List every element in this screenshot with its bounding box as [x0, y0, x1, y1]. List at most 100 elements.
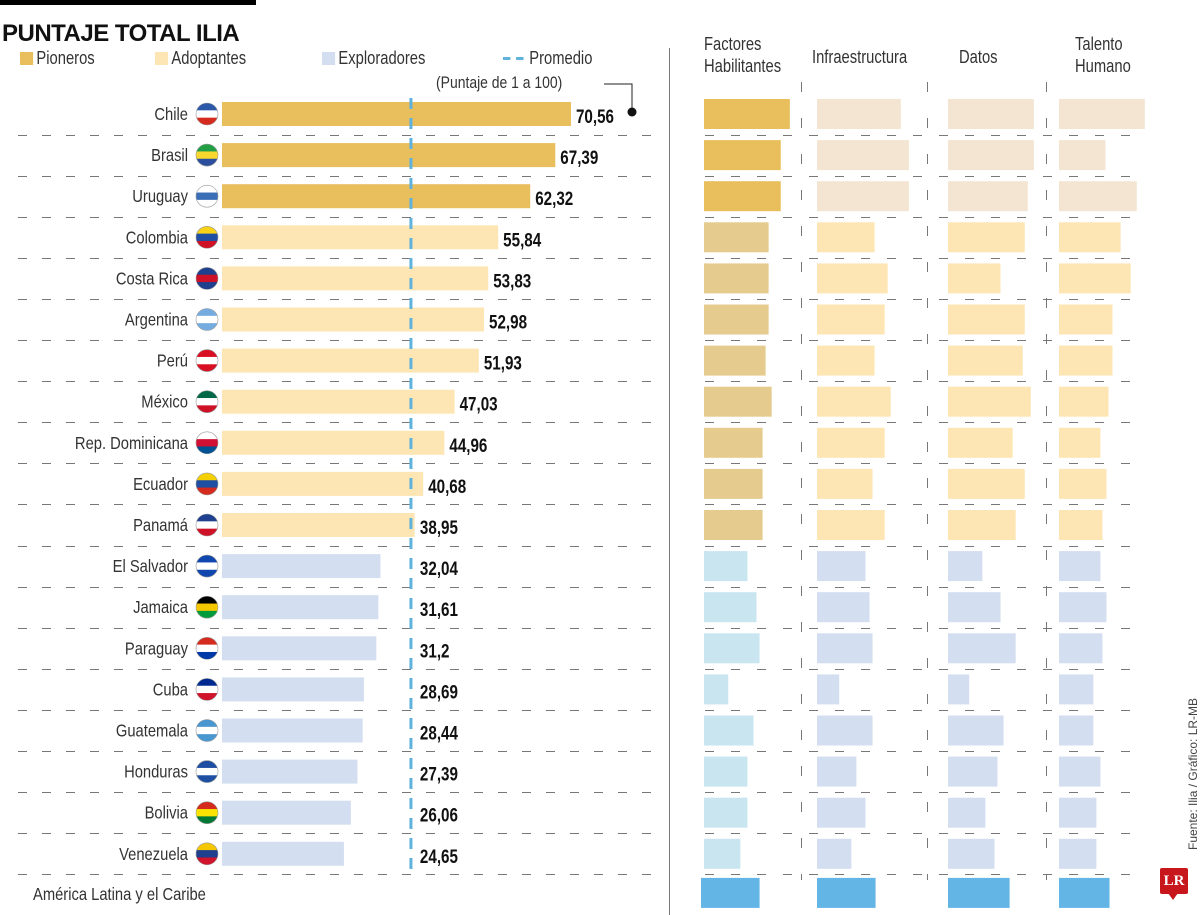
value-label: 52,98: [489, 311, 527, 333]
legend-label: Pioneros: [36, 47, 95, 68]
subtitle-leader-line: [604, 83, 633, 110]
total-bar-uruguay: [222, 184, 531, 209]
total-bar-jamaica: [222, 595, 379, 620]
subindex-bar-4-chile: [1059, 99, 1145, 129]
subindex-bar-4-paraguay: [1059, 633, 1103, 664]
subindex-bar-1-honduras: [704, 756, 748, 787]
subindex-bar-1-ecuador: [704, 468, 763, 499]
legend-item-adoptantes: Adoptantes: [155, 47, 246, 69]
country-label: Panamá: [133, 516, 189, 536]
subindex-bar-3-el-salvador: [948, 551, 983, 582]
value-label: 53,83: [493, 270, 531, 292]
subindex-bar-regional-4: [1059, 877, 1110, 908]
subindex-bar-1-colombia: [704, 222, 769, 253]
subindex-bar-2-bolivia: [817, 797, 866, 828]
total-bar-guatemala: [222, 718, 363, 743]
legend-dash: [516, 56, 524, 60]
value-label: 47,03: [460, 393, 498, 415]
subindex-bar-4-rep-dominicana: [1059, 427, 1101, 458]
jamaica-flag-icon: [195, 595, 219, 619]
country-label: Colombia: [126, 228, 189, 248]
subindex-bar-4-guatemala: [1059, 715, 1094, 746]
legend-item-pioneros: Pioneros: [20, 47, 95, 69]
subindex-bar-1-costa-rica: [704, 263, 769, 294]
subindex-bar-2-honduras: [817, 756, 857, 787]
value-label: 67,39: [560, 146, 598, 168]
uruguay-flag-icon: [195, 184, 219, 208]
subindex-bar-4-brasil: [1059, 140, 1106, 171]
total-bar-panam-: [222, 513, 415, 537]
legend-label: Adoptantes: [171, 47, 247, 68]
value-label: 28,44: [420, 722, 458, 744]
subindex-bar-2-rep-dominicana: [817, 427, 885, 458]
total-bar-bolivia: [222, 800, 351, 825]
total-bar-el-salvador: [222, 554, 381, 579]
subindex-bar-4-colombia: [1059, 222, 1121, 253]
lr-logo-tail: [1168, 893, 1178, 900]
column-header-line: Talento: [1075, 34, 1123, 54]
subindex-bar-1-uruguay: [704, 181, 781, 212]
subindex-bar-2-costa-rica: [817, 263, 888, 294]
subindex-bar-2-ecuador: [817, 468, 873, 499]
subindex-bar-1-chile: [704, 99, 790, 129]
subindex-bar-1-guatemala: [704, 715, 754, 746]
subindex-bar-2-venezuela: [817, 838, 852, 869]
country-label: Uruguay: [132, 187, 188, 207]
subindex-bar-2-argentina: [817, 304, 885, 335]
legend-label: Promedio: [529, 47, 593, 68]
cuba-flag-icon: [195, 678, 219, 701]
subindex-bar-4-honduras: [1059, 756, 1101, 787]
country-label: Honduras: [124, 762, 188, 782]
subindex-bar-1-bolivia: [704, 797, 748, 828]
value-label: 62,32: [535, 188, 573, 210]
legend-swatch-exploradores: [322, 51, 336, 65]
subindex-bar-4-jamaica: [1059, 592, 1107, 623]
legend-item-promedio: Promedio: [503, 47, 592, 69]
subindex-bar-2-per-: [817, 345, 875, 376]
subindex-bar-4-bolivia: [1059, 797, 1097, 828]
total-bar-colombia: [222, 225, 499, 250]
total-bar-venezuela: [222, 841, 344, 866]
subindex-bar-3-colombia: [948, 222, 1025, 253]
column-header-datos: Datos: [959, 47, 998, 67]
legend-dash: [503, 56, 511, 60]
country-label: México: [141, 392, 188, 412]
bolivia-flag-icon: [195, 801, 219, 825]
country-label: Guatemala: [116, 721, 189, 741]
subindex-bar-regional-3: [948, 877, 1010, 908]
total-bar-argentina: [222, 307, 485, 332]
costa-rica-flag-icon: [195, 267, 219, 290]
subindex-bar-1-cuba: [704, 674, 729, 705]
value-label: 44,96: [449, 434, 487, 456]
value-label: 70,56: [576, 105, 614, 127]
country-label: Rep. Dominicana: [75, 433, 189, 453]
subindex-bar-3-honduras: [948, 756, 998, 787]
paraguay-flag-icon: [195, 636, 219, 660]
subindex-bar-3-uruguay: [948, 181, 1028, 212]
chart-subtitle: (Puntaje de 1 a 100): [436, 73, 563, 92]
subindex-bar-2-brasil: [817, 140, 909, 171]
subindex-bar-2-guatemala: [817, 715, 873, 746]
legend-swatch-pioneros: [20, 51, 34, 65]
subindex-bar-3-rep-dominicana: [948, 427, 1013, 458]
panama-flag-icon: [195, 431, 219, 455]
region-label: América Latina y el Caribe: [33, 885, 206, 905]
chart-title: PUNTAJE TOTAL ILIA: [2, 20, 240, 47]
top-rule: [0, 0, 256, 5]
value-label: 51,93: [484, 352, 522, 374]
subindex-bar-1-jamaica: [704, 592, 757, 623]
subindex-bar-4-el-salvador: [1059, 551, 1101, 582]
rep-dominicana-flag-icon: [195, 513, 219, 537]
value-label: 32,04: [420, 557, 458, 579]
column-header-talento: Talento Humano: [1075, 33, 1131, 77]
subindex-bar-3-guatemala: [948, 715, 1004, 746]
column-header-line: Factores: [704, 34, 762, 54]
total-bar-ecuador: [222, 471, 424, 496]
subindex-bar-2-uruguay: [817, 181, 909, 212]
subindex-bar-4-venezuela: [1059, 838, 1097, 869]
subindex-bar-1-per-: [704, 345, 766, 376]
value-label: 55,84: [503, 229, 541, 251]
subindex-bar-3-brasil: [948, 140, 1034, 171]
honduras-flag-icon: [195, 760, 219, 783]
total-bar-cuba: [222, 677, 364, 702]
